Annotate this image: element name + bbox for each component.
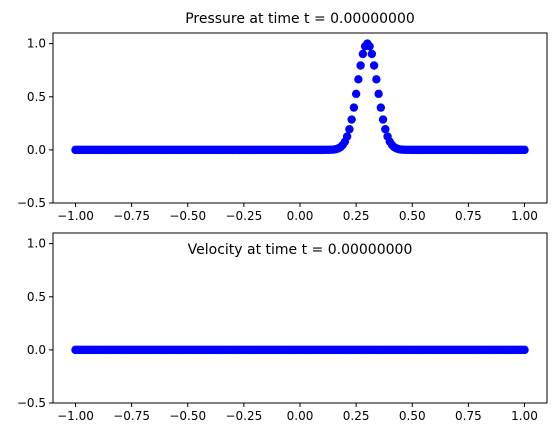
velocity-points [71,345,529,355]
pressure-data-point [369,61,379,70]
velocity-y-tick-label: −0.5 [17,396,46,410]
pressure-data-point [349,103,359,112]
velocity-title: Velocity at time t = 0.00000000 [188,242,413,258]
velocity-data-point [520,345,529,355]
velocity-x-tick-label: −1.00 [57,409,94,423]
pressure-data-point [378,115,388,124]
pressure-data-point [374,89,383,99]
pressure-x-tick-label: 1.00 [511,209,538,223]
velocity-y-tick-label: 0.5 [27,290,46,304]
pressure-data-point [347,115,356,124]
pressure-data-point [372,75,381,84]
pressure-data-point [345,125,354,134]
pressure-data-point [342,132,352,141]
velocity-ticks: −1.00 −0.75 −0.50 −0.25 0.00 0.25 0.50 0.75 1.00… [17,237,538,423]
pressure-x-tick-label: −0.25 [225,209,262,223]
pressure-data-point [381,125,390,134]
pressure-x-tick-label: 0.00 [287,209,314,223]
pressure-points [71,39,529,155]
velocity-y-tick-label: 1.0 [27,237,46,251]
pressure-subplot: Pressure at time t = 0.00000000 −1.00 −0.… [17,11,548,223]
pressure-x-tick-label: 0.75 [455,209,482,223]
pressure-data-point [354,75,363,84]
pressure-x-tick-label: 0.50 [399,209,426,223]
pressure-data-point [365,42,374,51]
pressure-data-point [367,49,377,59]
pressure-y-tick-label: 1.0 [27,37,46,51]
pressure-data-point [520,145,529,155]
pressure-y-tick-label: 0.0 [27,143,46,157]
pressure-x-tick-label: −0.75 [113,209,150,223]
pressure-axes-frame [52,32,548,204]
pressure-ticks: −1.00 −0.75 −0.50 −0.25 0.00 0.25 0.50 0.75 1.00… [17,37,538,223]
pressure-y-tick-label: 0.5 [27,90,46,104]
velocity-x-tick-label: 0.75 [455,409,482,423]
pressure-y-tick-label: −0.5 [17,196,46,210]
pressure-data-point [356,61,365,70]
velocity-x-tick-label: 0.25 [343,409,370,423]
pressure-data-point [351,89,361,99]
pressure-x-tick-label: 0.25 [343,209,370,223]
velocity-x-tick-label: −0.25 [225,409,262,423]
velocity-x-tick-label: 0.50 [399,409,426,423]
pressure-data-point [376,103,386,112]
pressure-x-tick-label: −1.00 [57,209,94,223]
velocity-x-tick-label: −0.75 [113,409,150,423]
velocity-y-tick-label: 0.0 [27,343,46,357]
velocity-subplot: Velocity at time t = 0.00000000 −1.00 −0.… [17,232,548,423]
velocity-axes-frame [52,232,548,404]
pressure-x-tick-label: −0.50 [169,209,206,223]
pressure-data-point [358,49,368,59]
pressure-title: Pressure at time t = 0.00000000 [185,11,415,27]
velocity-x-tick-label: 0.00 [287,409,314,423]
velocity-x-tick-label: −0.50 [169,409,206,423]
velocity-x-tick-label: 1.00 [511,409,538,423]
